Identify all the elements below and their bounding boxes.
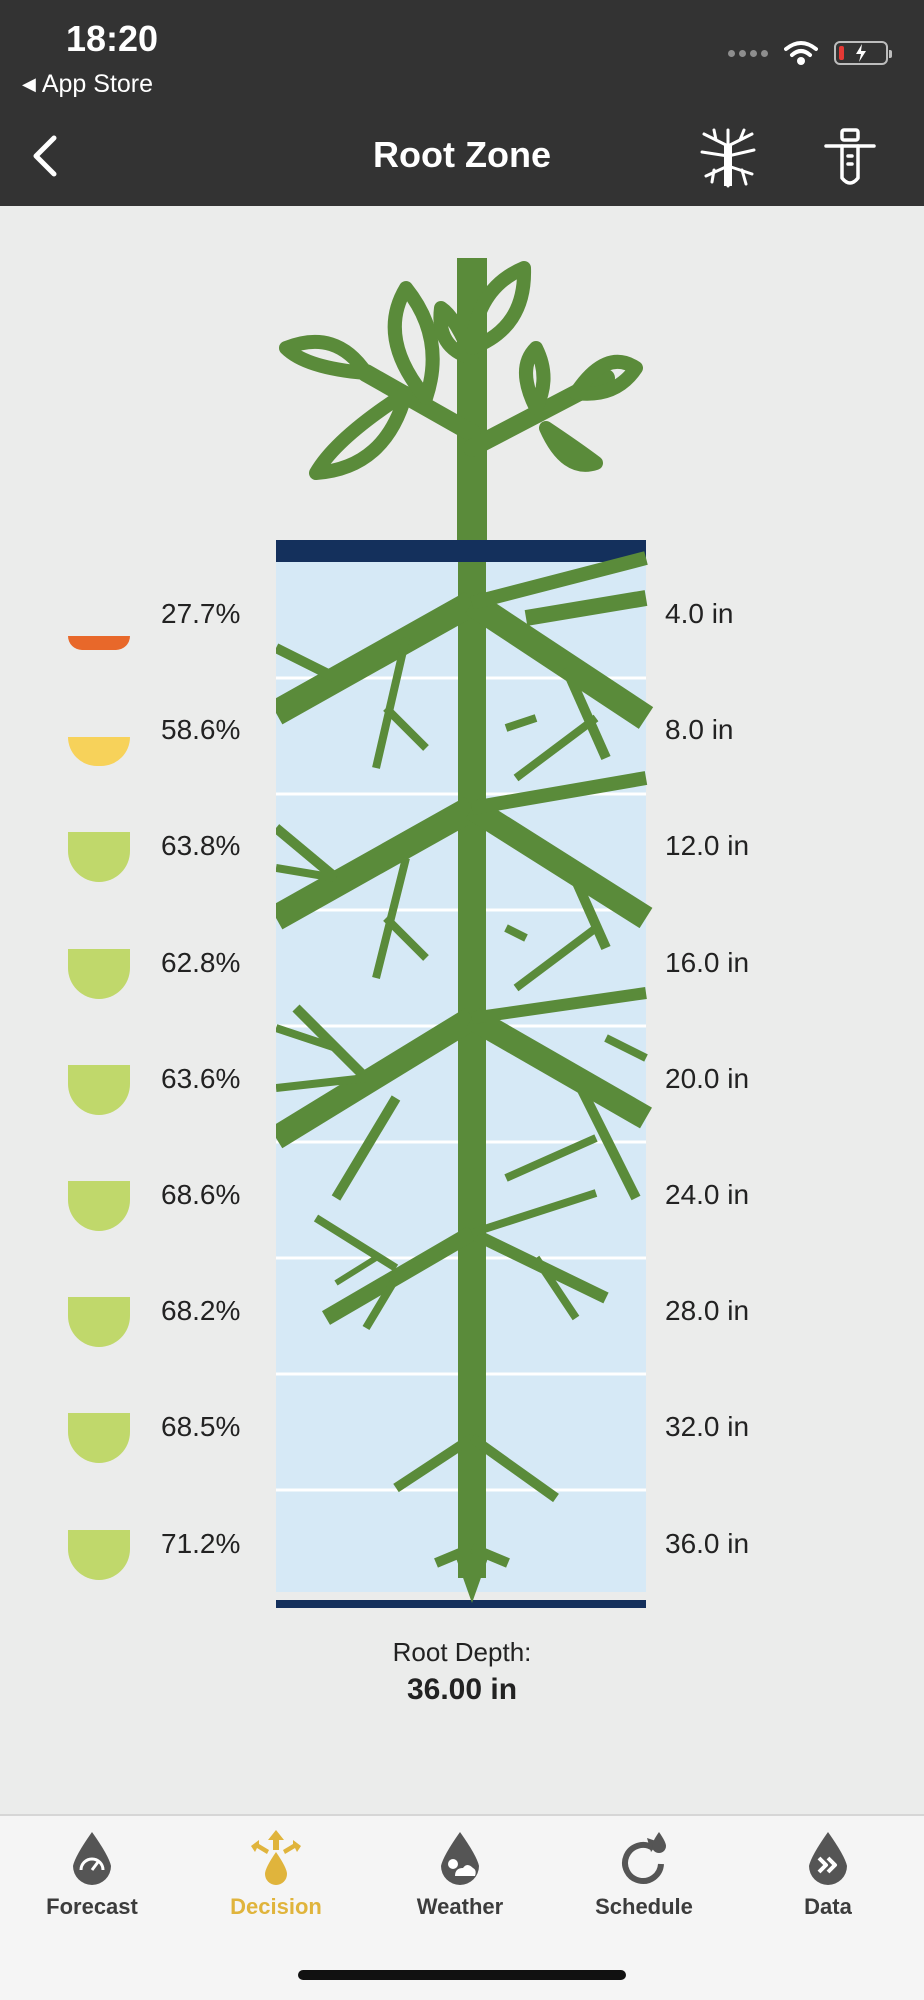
tab-data[interactable]: Data xyxy=(736,1830,920,1940)
status-time: 18:20 xyxy=(66,18,159,59)
gauge-drop-icon xyxy=(73,1832,111,1885)
moisture-gauge-icon xyxy=(68,600,130,650)
plant-roots xyxy=(276,551,654,1603)
root-depth-label: Root Depth: xyxy=(392,1637,532,1667)
tab-label: Forecast xyxy=(46,1894,138,1919)
soil-top-edge xyxy=(276,540,646,562)
moisture-layer-row: 58.6% 8.0 in xyxy=(0,706,924,767)
moisture-layer-row: 71.2% 36.0 in xyxy=(0,1520,924,1580)
moisture-layer-row: 63.8% 12.0 in xyxy=(0,822,924,883)
layer-depth: 24.0 in xyxy=(665,1179,750,1210)
moisture-percent: 63.6% xyxy=(161,1062,241,1094)
tab-label: Data xyxy=(804,1894,852,1919)
soil-bottom-edge xyxy=(276,1600,646,1608)
tab-bar: Forecast Decision Weather Schedule xyxy=(0,1814,924,2000)
back-button[interactable] xyxy=(24,130,68,182)
moisture-layer-row: 68.5% 32.0 in xyxy=(0,1403,924,1464)
layer-depth: 16.0 in xyxy=(665,946,750,978)
back-app-label: App Store xyxy=(41,70,154,98)
moisture-gauge-icon xyxy=(68,948,130,999)
moisture-percent: 68.6% xyxy=(161,1179,241,1210)
status-bar: 18:20 ◀ App Store xyxy=(0,0,924,106)
weather-drop-icon xyxy=(441,1832,479,1885)
root-view-button[interactable] xyxy=(696,126,760,190)
moisture-layer-row: 68.6% 24.0 in xyxy=(0,1171,924,1231)
chevron-drop-icon xyxy=(809,1832,847,1885)
tab-schedule[interactable]: Schedule xyxy=(552,1830,736,1940)
layer-depth: 36.0 in xyxy=(665,1527,750,1559)
tab-label: Weather xyxy=(416,1894,504,1919)
moisture-percent: 71.2% xyxy=(161,1527,241,1559)
page-title: Root Zone xyxy=(373,134,551,175)
tab-forecast[interactable]: Forecast xyxy=(0,1830,184,1940)
moisture-gauge-icon xyxy=(68,832,130,883)
layer-depth: 4.0 in xyxy=(665,598,734,629)
status-indicators xyxy=(728,40,892,66)
layer-depth: 28.0 in xyxy=(665,1295,750,1327)
moisture-layer-row: 68.2% 28.0 in xyxy=(0,1287,924,1348)
moisture-percent: 58.6% xyxy=(161,714,241,746)
moisture-percent: 68.5% xyxy=(161,1411,241,1443)
refresh-drop-icon xyxy=(622,1832,666,1884)
moisture-percent: 63.8% xyxy=(161,830,241,862)
tab-decision[interactable]: Decision xyxy=(184,1830,368,1940)
plant-leaves xyxy=(279,258,643,563)
layer-depth: 20.0 in xyxy=(665,1062,750,1094)
back-triangle-icon: ◀ xyxy=(22,74,36,94)
roots-icon xyxy=(700,128,756,188)
nav-bar: Root Zone xyxy=(0,106,924,206)
moisture-gauge-icon xyxy=(68,1297,130,1348)
soil-probe-icon xyxy=(824,128,876,185)
moisture-layer-row: 62.8% 16.0 in xyxy=(0,939,924,999)
layer-depth: 8.0 in xyxy=(665,714,734,746)
moisture-percent: 27.7% xyxy=(161,598,241,629)
moisture-gauge-icon xyxy=(68,1181,130,1231)
chevron-left-icon xyxy=(33,135,57,177)
cellular-signal-icon xyxy=(728,49,768,57)
moisture-layer-row: 27.7% 4.0 in xyxy=(0,590,924,650)
home-indicator xyxy=(298,1970,626,1980)
layer-depth: 12.0 in xyxy=(665,830,750,862)
root-zone-illustration xyxy=(276,258,654,1608)
moisture-gauge-icon xyxy=(68,1413,130,1464)
tab-label: Decision xyxy=(230,1894,322,1919)
battery-icon xyxy=(834,41,892,65)
moisture-percent: 68.2% xyxy=(161,1295,241,1327)
decision-arrows-icon xyxy=(251,1830,301,1885)
moisture-percent: 62.8% xyxy=(161,946,241,978)
wifi-icon xyxy=(784,41,818,65)
tab-weather[interactable]: Weather xyxy=(368,1830,552,1940)
tab-label: Schedule xyxy=(595,1894,693,1919)
moisture-gauge-icon xyxy=(68,1064,130,1115)
moisture-layer-row: 63.6% 20.0 in xyxy=(0,1055,924,1115)
moisture-gauge-icon xyxy=(68,716,130,767)
root-depth-value: 36.00 in xyxy=(406,1673,518,1706)
back-to-app-link[interactable]: ◀ App Store xyxy=(22,70,153,99)
soil-probe-button[interactable] xyxy=(818,126,882,190)
moisture-gauge-icon xyxy=(68,1529,130,1580)
layer-depth: 32.0 in xyxy=(665,1411,750,1443)
